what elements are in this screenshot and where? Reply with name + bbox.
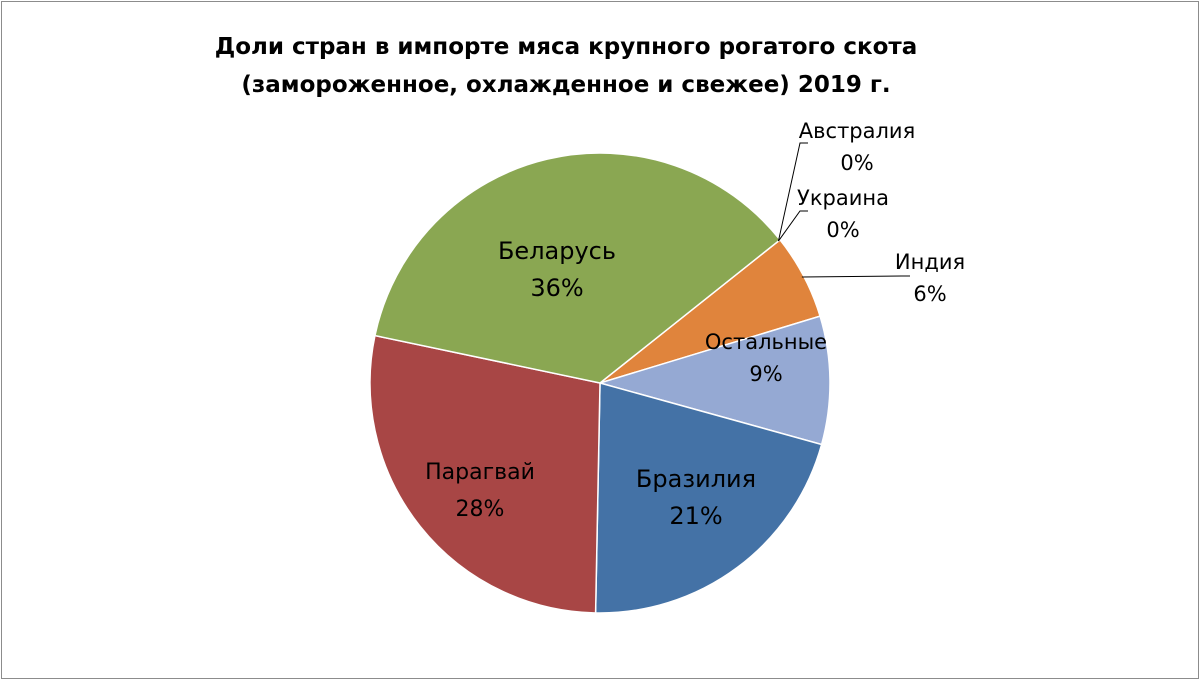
pie-slice-2 (594, 382, 823, 614)
slice-value-label-0: 6% (913, 282, 946, 306)
pie-slice-1 (597, 315, 831, 446)
slice-name-label-6: Украина (797, 186, 889, 210)
slice-name-label-0: Индия (895, 250, 965, 274)
leader-line-0 (801, 275, 910, 278)
chart-title-line-1: Доли стран в импорте мяса крупного рогат… (214, 34, 918, 60)
slice-name-label-3: Парагвай (425, 460, 535, 485)
slice-name-label-2: Бразилия (636, 465, 756, 493)
slice-name-label-5: Австралия (799, 119, 915, 143)
pie-slice-3 (369, 334, 601, 614)
slice-value-label-5: 0% (840, 151, 873, 175)
chart-title: Доли стран в импорте мяса крупного рогат… (0, 28, 1132, 104)
slice-value-label-3: 28% (456, 497, 505, 522)
pie-slice-4 (374, 152, 782, 384)
chart-title-line-2: (замороженное, охлажденное и свежее) 201… (241, 72, 891, 98)
leader-line-5 (777, 142, 808, 242)
slice-value-label-2: 21% (669, 502, 722, 530)
slice-name-label-1: Остальные (705, 330, 827, 354)
leader-line-6 (778, 210, 808, 242)
slice-value-label-4: 36% (530, 274, 583, 302)
slice-name-label-4: Беларусь (498, 237, 616, 265)
slice-value-label-6: 0% (826, 218, 859, 242)
slice-value-label-1: 9% (749, 362, 782, 386)
